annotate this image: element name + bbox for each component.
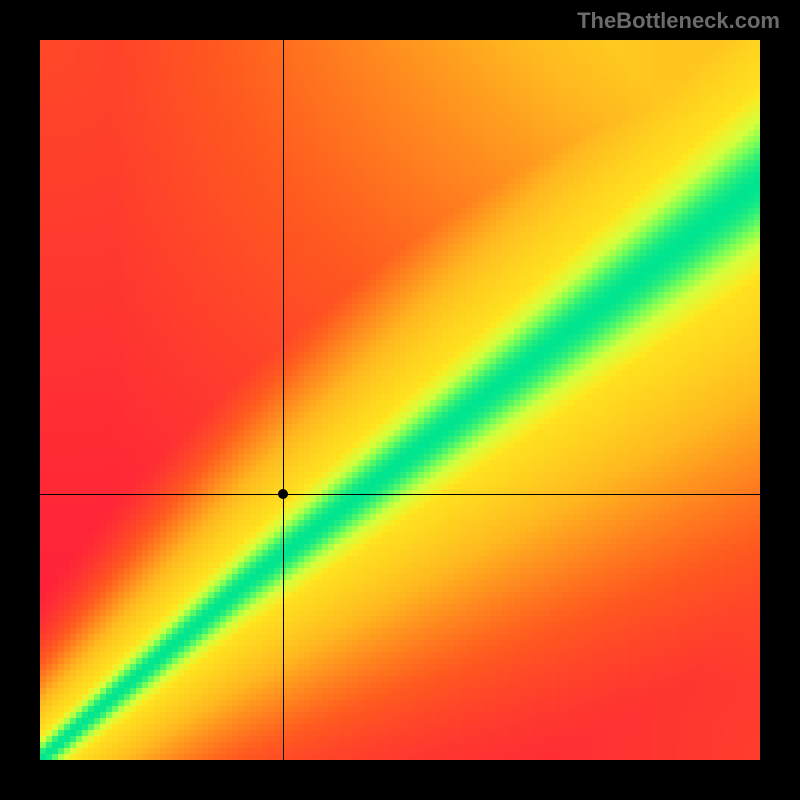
- bottleneck-heatmap: [40, 40, 760, 760]
- heatmap-canvas: [40, 40, 760, 760]
- marker-point: [278, 489, 288, 499]
- crosshair-vertical: [283, 40, 284, 760]
- crosshair-horizontal: [40, 494, 760, 495]
- watermark-text: TheBottleneck.com: [577, 8, 780, 34]
